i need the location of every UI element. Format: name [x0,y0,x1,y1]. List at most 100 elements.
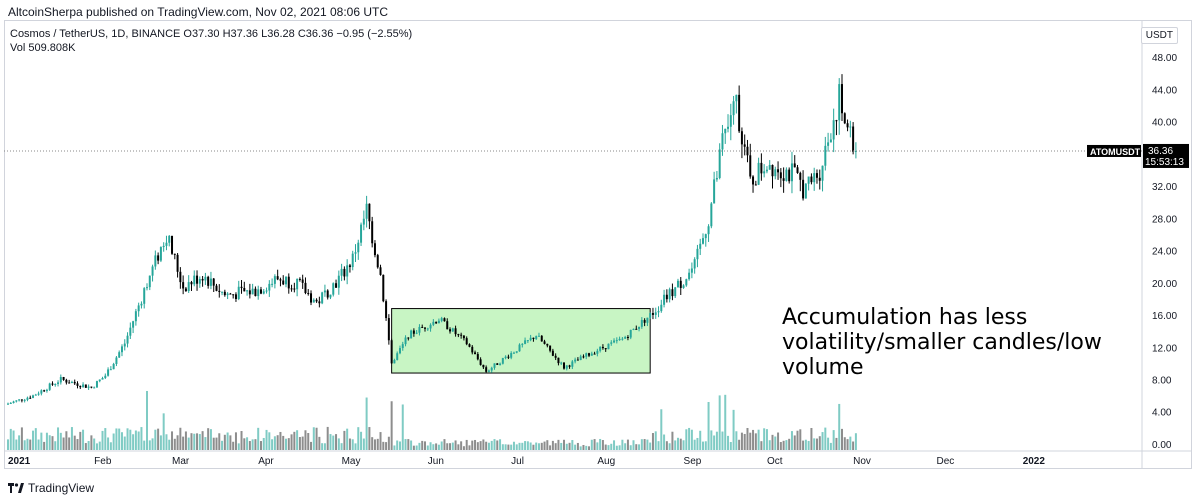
volume-bar [134,430,137,450]
candle-body [162,245,165,248]
volume-bar [740,432,743,450]
volume-bar [157,428,160,450]
candle-body [204,276,207,281]
volume-bar [582,444,585,450]
volume-bar [360,431,363,450]
volume-bar [240,431,243,450]
legend-symbol: Cosmos / TetherUS, 1D, BINANCE [10,28,181,40]
candle-body [340,268,343,276]
candle-body [68,382,71,384]
volume-bar [412,445,415,450]
candle-body [154,255,157,267]
candle-body [524,340,527,344]
volume-bar [221,440,224,450]
candle-body [393,359,396,364]
candle-body [449,329,452,332]
candle-body [813,173,816,183]
volume-bar [237,443,240,450]
candle-body [321,292,324,304]
volume-bar [198,434,201,450]
candle-body [729,115,732,127]
volume-bar [771,434,774,450]
candle-body [846,123,849,128]
volume-bar [182,436,185,450]
volume-bar [396,440,399,450]
volume-bar [476,442,479,450]
x-tick-label: May [342,456,361,467]
volume-bar [565,443,568,450]
candle-body [721,133,724,150]
volume-bar [768,440,771,450]
volume-bar [234,432,237,450]
volume-bar [574,444,577,450]
volume-bar [343,430,346,450]
candle-body [554,355,557,358]
candle-body [732,101,735,116]
footer-brand[interactable]: TradingView [8,481,94,495]
volume-bar [568,442,571,450]
volume-bar [468,445,471,450]
volume-bar [435,443,438,450]
currency-button[interactable]: USDT [1140,27,1178,44]
volume-bar [796,430,799,450]
candle-body [132,321,135,328]
volume-bar [48,435,51,450]
volume-bar [76,439,79,450]
candle-body [804,183,807,199]
candle-body [120,346,123,353]
volume-bar [777,432,780,450]
candle-body [768,164,771,170]
volume-bar [802,440,805,450]
candle-body [390,340,393,364]
volume-bar [268,432,271,450]
candle-body [849,126,852,128]
candle-body [471,346,474,353]
candle-body [232,294,235,296]
volume-bar [499,439,502,450]
volume-bar [348,438,351,450]
candle-body [101,377,104,380]
volume-bar [432,444,435,450]
candle-body [368,203,371,222]
volume-bar [229,435,232,450]
volume-bar [679,438,682,450]
candle-body [535,336,538,339]
volume-bar [849,436,852,450]
candle-body [307,293,310,295]
candle-body [315,299,318,302]
candle-body [412,330,415,334]
volume-bar [704,441,707,450]
volume-bar [490,440,493,450]
volume-bar [724,394,727,450]
candle-body [829,139,832,143]
candle-body [262,291,265,294]
volume-bar [487,442,490,450]
candle-body [579,356,582,361]
volume-bar [335,434,338,450]
candle-body [568,365,571,367]
candle-body [26,397,29,400]
volume-bar [87,440,90,450]
candle-body [298,278,301,280]
footer-brand-label: TradingView [28,481,95,495]
candle-body [385,301,388,319]
candle-body [512,352,515,354]
chart-frame [4,20,1192,469]
candle-body [852,126,855,152]
volume-bar [32,430,35,450]
volume-bar [226,432,229,450]
volume-bar [613,440,616,450]
volume-bar [376,438,379,450]
candle-body [646,317,649,323]
candle-body [424,327,426,329]
candle-body [207,276,210,286]
candle-body [32,395,35,398]
candle-body [148,275,151,288]
volume-bar [827,437,830,450]
candle-body [660,304,663,312]
candle-body [490,367,493,371]
volume-bar [54,441,57,450]
volume-bar [9,428,12,450]
volume-bar [615,445,618,450]
